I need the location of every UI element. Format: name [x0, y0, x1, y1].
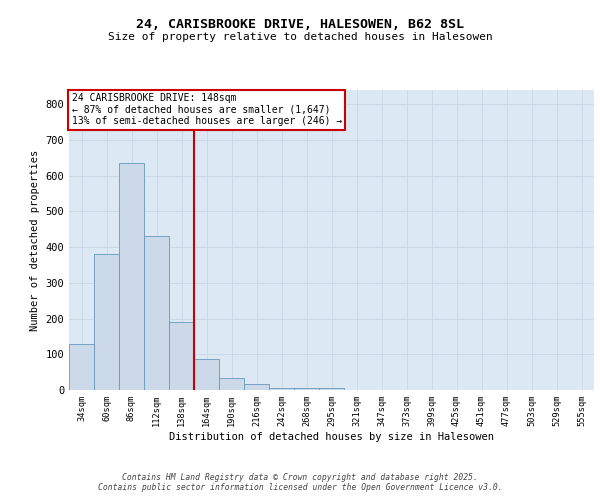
Bar: [294, 388, 319, 390]
Bar: [319, 388, 344, 390]
Bar: [219, 378, 244, 390]
Bar: [69, 344, 94, 390]
Y-axis label: Number of detached properties: Number of detached properties: [30, 150, 40, 330]
Bar: [119, 163, 144, 390]
Bar: [269, 388, 294, 390]
Bar: [169, 322, 194, 390]
Text: 24, CARISBROOKE DRIVE, HALESOWEN, B62 8SL: 24, CARISBROOKE DRIVE, HALESOWEN, B62 8S…: [136, 18, 464, 30]
Text: Size of property relative to detached houses in Halesowen: Size of property relative to detached ho…: [107, 32, 493, 42]
Bar: [94, 254, 119, 390]
Bar: [194, 358, 219, 390]
Text: Contains HM Land Registry data © Crown copyright and database right 2025.
Contai: Contains HM Land Registry data © Crown c…: [98, 473, 502, 492]
Bar: [144, 236, 169, 390]
X-axis label: Distribution of detached houses by size in Halesowen: Distribution of detached houses by size …: [169, 432, 494, 442]
Text: 24 CARISBROOKE DRIVE: 148sqm
← 87% of detached houses are smaller (1,647)
13% of: 24 CARISBROOKE DRIVE: 148sqm ← 87% of de…: [71, 93, 342, 126]
Bar: [244, 384, 269, 390]
